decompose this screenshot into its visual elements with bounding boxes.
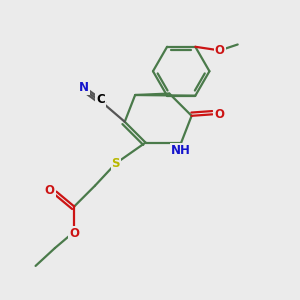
Text: S: S	[112, 157, 120, 170]
Text: NH: NH	[171, 144, 191, 158]
Text: N: N	[79, 81, 89, 94]
Text: C: C	[96, 93, 105, 106]
Text: O: O	[45, 184, 55, 196]
Text: O: O	[215, 44, 225, 57]
Text: O: O	[69, 227, 79, 240]
Text: O: O	[214, 108, 224, 121]
